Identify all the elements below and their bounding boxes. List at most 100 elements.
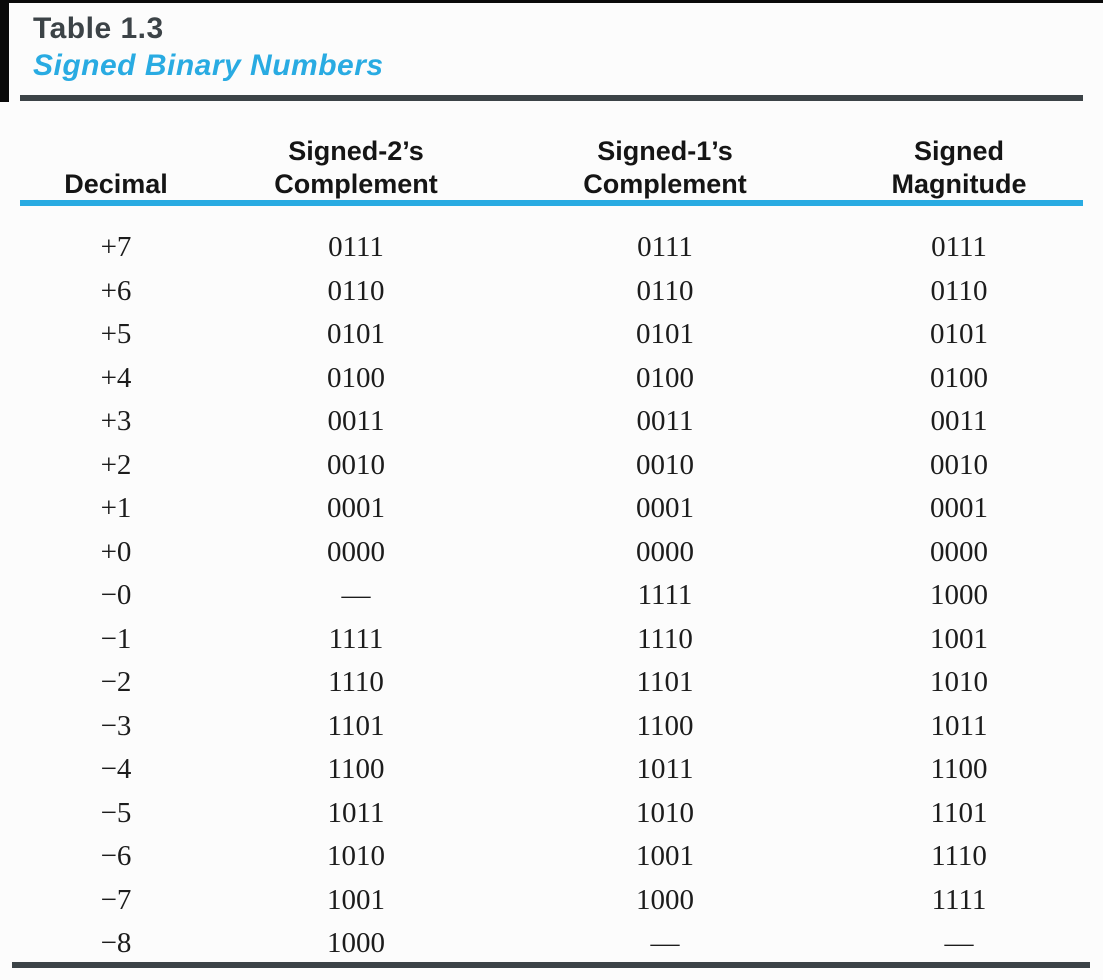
- table-cell: 1111: [637, 579, 693, 612]
- table-label: Table 1.3: [33, 12, 164, 45]
- table-cell: 0010: [930, 448, 988, 481]
- header-separator-rule: [20, 200, 1083, 206]
- table-cell: +1: [100, 492, 132, 525]
- table-title: Signed Binary Numbers: [33, 48, 384, 82]
- table-cell: 1000: [636, 883, 694, 916]
- table-cell: 0000: [327, 535, 385, 568]
- table-cell: +7: [100, 231, 132, 264]
- table-cell: −8: [100, 927, 132, 960]
- table-cell: —: [650, 927, 680, 960]
- table-cell: 1001: [930, 622, 988, 655]
- table-cell: 1101: [327, 709, 385, 742]
- header-line-1: Signed: [913, 136, 1004, 167]
- table-row: −6 1010 1001 1110: [15, 835, 1083, 879]
- table-row: +7 0111 0111 0111: [15, 212, 1083, 270]
- scan-artifact-left-edge: [0, 0, 9, 102]
- table-cell: 1000: [930, 579, 988, 612]
- table-row: −7 1001 1000 1111: [15, 879, 1083, 923]
- table-cell: 0110: [636, 274, 694, 307]
- table-cell: —: [341, 579, 371, 612]
- header-line-2: Decimal: [64, 168, 168, 199]
- table-cell: +5: [100, 318, 132, 351]
- table-cell: −7: [100, 883, 132, 916]
- table-caption: Table 1.3 Signed Binary Numbers: [33, 12, 384, 82]
- table-cell: 1010: [327, 840, 385, 873]
- table-cell: 0100: [327, 361, 385, 394]
- table-header-row: Decimal Signed-2’s Complement Signed-1’s…: [15, 101, 1083, 212]
- table-cell: 0000: [930, 535, 988, 568]
- table-row: +3 0011 0011 0011: [15, 400, 1083, 444]
- table-cell: −4: [100, 753, 132, 786]
- table-cell: 0110: [327, 274, 385, 307]
- table-cell: −5: [100, 796, 132, 829]
- table-cell: 1000: [327, 927, 385, 960]
- table-cell: 0101: [636, 318, 694, 351]
- table-cell: 0100: [930, 361, 988, 394]
- table-cell: −0: [100, 579, 132, 612]
- table-cell: 1011: [327, 796, 385, 829]
- table-cell: 0011: [930, 405, 988, 438]
- table-cell: −2: [100, 666, 132, 699]
- table-cell: 0111: [637, 231, 693, 264]
- table-cell: 0101: [930, 318, 988, 351]
- table-cell: 1011: [636, 753, 694, 786]
- table-cell: 0010: [327, 448, 385, 481]
- table-row: +1 0001 0001 0001: [15, 487, 1083, 531]
- table-cell: 1001: [327, 883, 385, 916]
- table-cell: +4: [100, 361, 132, 394]
- table-cell: 1110: [931, 840, 987, 873]
- table-cell: 0101: [327, 318, 385, 351]
- table-cell: 1111: [328, 622, 384, 655]
- column-header-signed-1s-complement: Signed-1’s Complement: [495, 101, 835, 212]
- table-cell: 1110: [637, 622, 693, 655]
- column-header-signed-2s-complement: Signed-2’s Complement: [217, 101, 495, 212]
- header-line-2: Complement: [274, 168, 438, 199]
- table-cell: 1011: [930, 709, 988, 742]
- table-cell: +6: [100, 274, 132, 307]
- table-cell: −6: [100, 840, 132, 873]
- signed-binary-numbers-table: Decimal Signed-2’s Complement Signed-1’s…: [15, 101, 1083, 966]
- table-cell: 0011: [327, 405, 385, 438]
- table-cell: 0110: [930, 274, 988, 307]
- table-row: −2 1110 1101 1010: [15, 661, 1083, 705]
- table-cell: 1101: [930, 796, 988, 829]
- table-cell: 0111: [931, 231, 987, 264]
- table-row: +6 0110 0110 0110: [15, 270, 1083, 314]
- table-cell: 0100: [636, 361, 694, 394]
- table-cell: 1111: [931, 883, 987, 916]
- bottom-rule: [12, 962, 1090, 968]
- header-line-1: Signed-2’s: [288, 136, 424, 167]
- table-cell: 0001: [930, 492, 988, 525]
- table-cell: 0001: [327, 492, 385, 525]
- table-cell: −3: [100, 709, 132, 742]
- table-cell: 0001: [636, 492, 694, 525]
- table-row: −4 1100 1011 1100: [15, 748, 1083, 792]
- table-row: −0 — 1111 1000: [15, 574, 1083, 618]
- table-cell: 1100: [327, 753, 385, 786]
- header-line-2: Complement: [583, 168, 747, 199]
- table-cell: 1100: [636, 709, 694, 742]
- table-cell: 1110: [328, 666, 384, 699]
- scan-artifact-top-edge: [0, 0, 1103, 3]
- table-cell: 0000: [636, 535, 694, 568]
- table-body: +7 0111 0111 0111 +6 0110 0110 0110 +5 0101 0101 01…: [15, 212, 1083, 966]
- table-cell: 1010: [930, 666, 988, 699]
- table-cell: −1: [100, 622, 132, 655]
- table-cell: —: [944, 927, 974, 960]
- table-cell: 1010: [636, 796, 694, 829]
- table-row: −5 1011 1010 1101: [15, 792, 1083, 836]
- table-row: +2 0010 0010 0010: [15, 444, 1083, 488]
- table-row: +4 0100 0100 0100: [15, 357, 1083, 401]
- table-cell: 0010: [636, 448, 694, 481]
- table-row: +0 0000 0000 0000: [15, 531, 1083, 575]
- table-cell: +0: [100, 535, 132, 568]
- table-cell: 0111: [328, 231, 384, 264]
- table-cell: +2: [100, 448, 132, 481]
- table-cell: 1100: [930, 753, 988, 786]
- table-cell: 0011: [636, 405, 694, 438]
- column-header-signed-magnitude: Signed Magnitude: [835, 101, 1083, 212]
- table-row: +5 0101 0101 0101: [15, 313, 1083, 357]
- table-row: −1 1111 1110 1001: [15, 618, 1083, 662]
- table-cell: +3: [100, 405, 132, 438]
